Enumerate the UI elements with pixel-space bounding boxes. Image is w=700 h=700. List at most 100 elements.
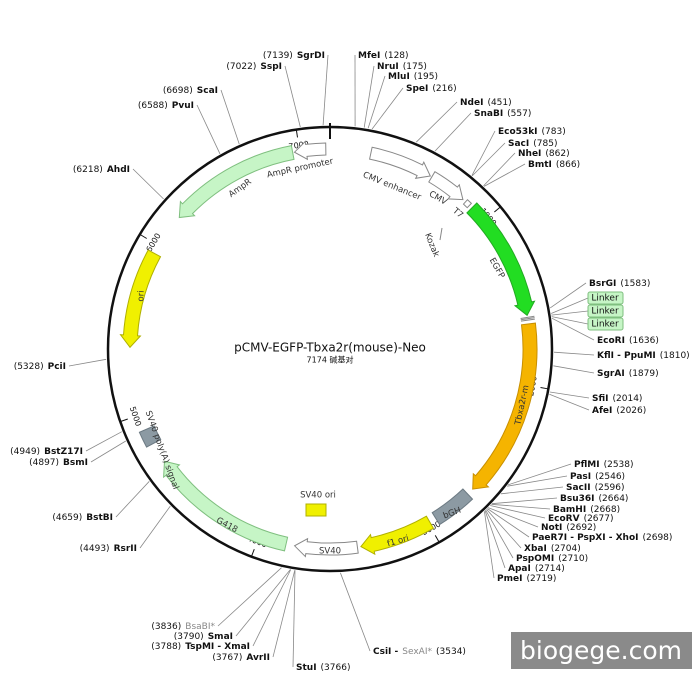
egfp-arrow	[466, 202, 536, 317]
leader-line	[139, 505, 171, 549]
ampr-promoter-arrow	[293, 140, 327, 161]
feature-label: Kozak	[422, 232, 441, 259]
site-label: SnaBI (557)	[474, 109, 531, 119]
site-label: AfeI (2026)	[592, 406, 646, 416]
leader-line	[549, 393, 590, 411]
ori-arrow	[119, 249, 162, 349]
site-text: (2698)	[642, 533, 672, 543]
site-label: (4897) BsmI	[29, 458, 88, 468]
site-label: Eco53kI (783)	[498, 127, 566, 137]
site-label: SgrAI (1879)	[597, 369, 659, 379]
leader-line	[85, 431, 122, 452]
tick-label: 7000	[288, 139, 309, 151]
leader-line	[486, 509, 522, 549]
t7-box	[462, 198, 473, 209]
leader-line	[235, 569, 291, 637]
site-label: (3788) TspMI - XmaI	[151, 642, 250, 652]
plasmid-title: pCMV-EGFP-Tbxa2r(mouse)-Neo	[234, 341, 426, 355]
leader-line	[322, 54, 329, 126]
leader-line	[490, 505, 546, 519]
leader-line	[485, 509, 514, 559]
site-text: (3766)	[321, 663, 351, 673]
site-text: (6588)	[138, 101, 168, 111]
site-label: SfiI (2014)	[592, 394, 642, 404]
linker-mark	[520, 317, 535, 321]
site-label: PflMI (2538)	[574, 460, 634, 470]
site-text: (2014)	[613, 394, 643, 404]
site-label: BsrGI (1583)	[589, 279, 650, 289]
site-text: SmaI	[208, 632, 233, 642]
feature-label: SV40	[319, 547, 341, 557]
site-text: PaeR7I - PspXI - XhoI	[532, 533, 638, 543]
site-text: (2719)	[526, 574, 556, 584]
leader-line	[507, 475, 568, 487]
linker-label: Linker	[591, 307, 619, 317]
site-text: (128)	[384, 51, 408, 61]
site-text: (6698)	[163, 86, 193, 96]
leader-line	[471, 142, 506, 177]
leader-line	[491, 503, 551, 510]
site-text: TspMI - XmaI	[185, 642, 250, 652]
site-label: BamHI (2668)	[553, 505, 620, 515]
site-text: Eco53kI	[498, 127, 538, 137]
leader-line	[484, 510, 506, 569]
site-text: (4659)	[52, 513, 82, 523]
tbxa2r-arrow	[472, 322, 538, 490]
leader-line	[483, 163, 526, 187]
site-text: (3788)	[151, 642, 181, 652]
site-label: (6218) AhdI	[73, 165, 130, 175]
site-text: BstZ17I	[44, 447, 83, 457]
site-text: (3836)	[151, 622, 181, 632]
site-label: (5328) PciI	[14, 362, 66, 372]
site-text: (2710)	[558, 554, 588, 564]
site-label: (4659) BstBI	[52, 513, 113, 523]
site-label: Bsu36I (2664)	[560, 494, 628, 504]
site-label: MluI (195)	[388, 72, 438, 82]
leader-line	[220, 89, 240, 145]
site-text: (2026)	[616, 406, 646, 416]
site-label: EcoRV (2677)	[548, 514, 614, 524]
site-text: (6218)	[73, 165, 103, 175]
site-label: EcoRI (1636)	[597, 336, 659, 346]
leader-line	[500, 486, 564, 495]
site-text: NotI	[541, 523, 562, 533]
site-text: EcoRI	[597, 336, 625, 346]
site-label: (3836) BsaBI*	[151, 622, 215, 632]
site-text: (2704)	[551, 544, 581, 554]
site-text: PmeI	[497, 574, 522, 584]
leader-line	[553, 365, 595, 374]
leader-line	[491, 497, 558, 505]
site-text: (7139)	[263, 51, 293, 61]
linker-box	[587, 304, 624, 318]
site-text: (7022)	[226, 62, 256, 72]
site-text: SfiI	[592, 394, 609, 404]
watermark: biogege.com	[520, 636, 682, 665]
site-text: SpeI	[406, 84, 428, 94]
linker-label: Linker	[591, 320, 619, 330]
site-label: (3767) AvrII	[212, 653, 270, 663]
site-text: (2677)	[584, 514, 614, 524]
tick-mark	[295, 129, 299, 138]
site-text: SgrAI	[597, 369, 625, 379]
site-text: PvuI	[172, 101, 194, 111]
site-text: (4897)	[29, 458, 59, 468]
watermark-box	[511, 632, 692, 669]
leader-line	[487, 507, 539, 528]
site-text: AhdI	[107, 165, 130, 175]
site-label: (6698) ScaI	[163, 86, 218, 96]
site-text: (5328)	[14, 362, 44, 372]
site-text: (783)	[542, 127, 566, 137]
feature-label: ori	[136, 290, 146, 301]
site-text: (4949)	[10, 447, 40, 457]
site-label: XbaI (2704)	[524, 544, 581, 554]
site-text: NruI	[377, 62, 399, 72]
site-text: AvrII	[246, 653, 270, 663]
leader-line	[371, 87, 404, 130]
site-text: BsaBI*	[185, 622, 215, 632]
site-text: BstBI	[86, 513, 113, 523]
site-label: (7139) SgrDI	[263, 51, 325, 61]
leader-line	[551, 310, 589, 316]
site-text: EcoRV	[548, 514, 580, 524]
site-text: (3767)	[212, 653, 242, 663]
